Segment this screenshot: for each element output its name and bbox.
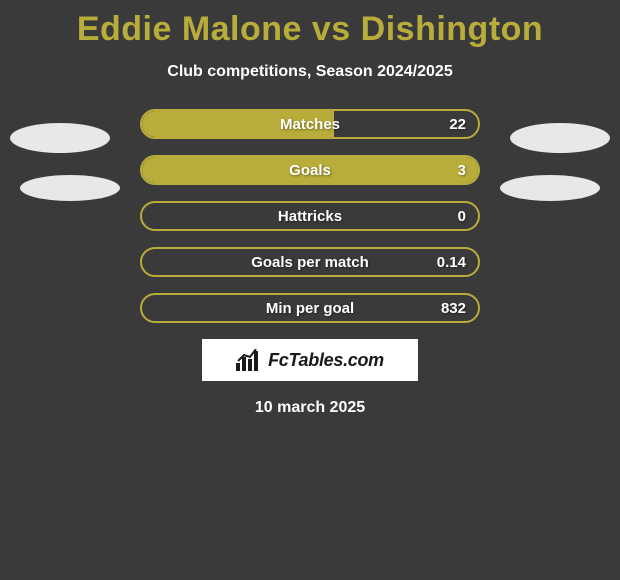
bar-row: Goals 3 [140,155,480,185]
bar-track [140,201,480,231]
bar-track [140,293,480,323]
brand-text: FcTables.com [268,350,384,371]
bar-track [140,247,480,277]
avatar-placeholder-right-2 [500,175,600,201]
stat-bars: Matches 22 Goals 3 Hattricks 0 Goals per… [140,109,480,323]
page-title: Eddie Malone vs Dishington [0,0,620,49]
bar-chart-icon [236,349,262,371]
avatar-placeholder-right-1 [510,123,610,153]
bar-fill [142,157,478,183]
bar-track [140,109,480,139]
comparison-content: Matches 22 Goals 3 Hattricks 0 Goals per… [0,109,620,417]
bar-row: Goals per match 0.14 [140,247,480,277]
brand-logo: FcTables.com [202,339,418,381]
bar-row: Min per goal 832 [140,293,480,323]
bar-row: Hattricks 0 [140,201,480,231]
date-text: 10 march 2025 [0,399,620,417]
avatar-placeholder-left-1 [10,123,110,153]
avatar-placeholder-left-2 [20,175,120,201]
bar-track [140,155,480,185]
bar-fill [142,111,334,137]
page-subtitle: Club competitions, Season 2024/2025 [0,63,620,81]
bar-row: Matches 22 [140,109,480,139]
